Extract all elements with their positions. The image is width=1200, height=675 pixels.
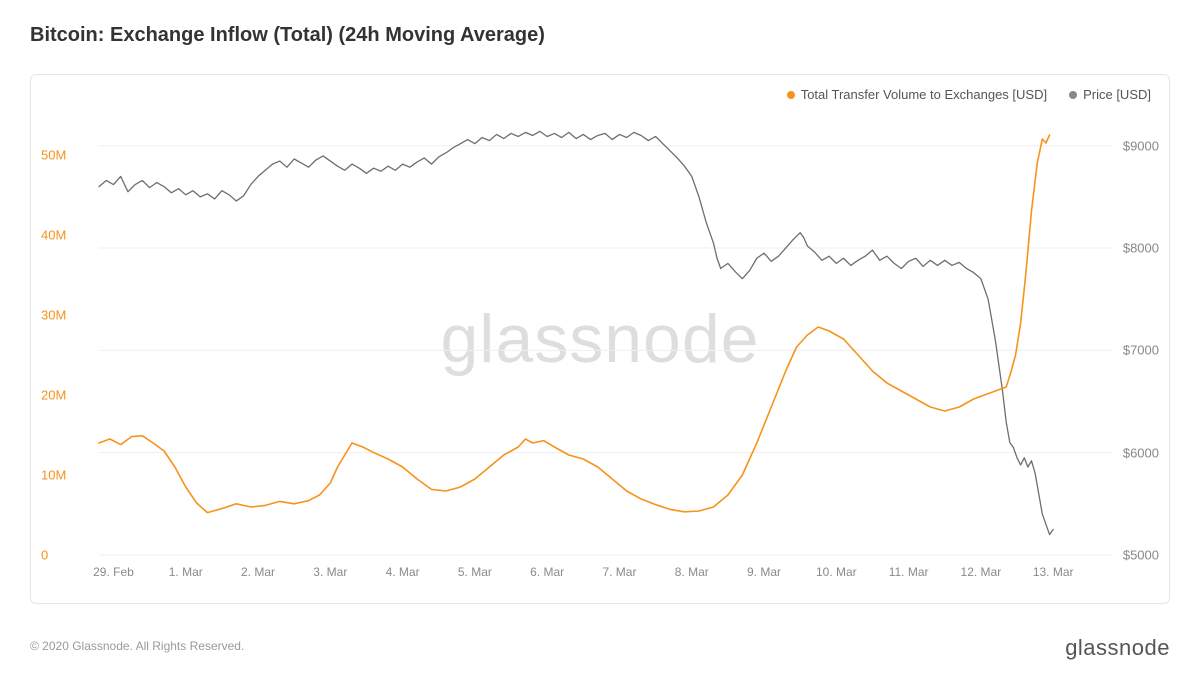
legend-item-inflow: Total Transfer Volume to Exchanges [USD] — [787, 87, 1047, 102]
x-tick: 1. Mar — [169, 565, 203, 579]
y-axis-right: $5000$6000$7000$8000$9000 — [1107, 115, 1159, 555]
y-right-tick: $5000 — [1107, 548, 1159, 563]
y-axis-left: 010M20M30M40M50M — [41, 115, 91, 555]
chart-svg — [99, 115, 1111, 555]
legend: Total Transfer Volume to Exchanges [USD]… — [787, 87, 1151, 102]
x-tick: 11. Mar — [889, 565, 929, 579]
x-tick: 2. Mar — [241, 565, 275, 579]
y-right-tick: $8000 — [1107, 241, 1159, 256]
x-tick: 13. Mar — [1033, 565, 1074, 579]
y-right-tick: $7000 — [1107, 343, 1159, 358]
x-tick: 29. Feb — [93, 565, 134, 579]
legend-marker-icon — [1069, 91, 1077, 99]
y-left-tick: 50M — [41, 148, 91, 163]
x-tick: 8. Mar — [675, 565, 709, 579]
x-tick: 9. Mar — [747, 565, 781, 579]
x-axis: 29. Feb1. Mar2. Mar3. Mar4. Mar5. Mar6. … — [99, 565, 1111, 585]
x-tick: 3. Mar — [313, 565, 347, 579]
chart-title: Bitcoin: Exchange Inflow (Total) (24h Mo… — [30, 24, 545, 47]
copyright: © 2020 Glassnode. All Rights Reserved. — [30, 639, 244, 653]
legend-label: Price [USD] — [1083, 87, 1151, 102]
y-left-tick: 30M — [41, 308, 91, 323]
y-left-tick: 10M — [41, 468, 91, 483]
y-left-tick: 40M — [41, 228, 91, 243]
x-tick: 12. Mar — [961, 565, 1002, 579]
y-right-tick: $6000 — [1107, 445, 1159, 460]
x-tick: 6. Mar — [530, 565, 564, 579]
legend-marker-icon — [787, 91, 795, 99]
y-right-tick: $9000 — [1107, 138, 1159, 153]
x-tick: 10. Mar — [816, 565, 857, 579]
x-tick: 7. Mar — [602, 565, 636, 579]
chart-container: Total Transfer Volume to Exchanges [USD]… — [30, 74, 1170, 604]
y-left-tick: 0 — [41, 548, 91, 563]
x-tick: 5. Mar — [458, 565, 492, 579]
legend-label: Total Transfer Volume to Exchanges [USD] — [801, 87, 1047, 102]
x-tick: 4. Mar — [386, 565, 420, 579]
legend-item-price: Price [USD] — [1069, 87, 1151, 102]
y-left-tick: 20M — [41, 388, 91, 403]
brand-logo: glassnode — [1065, 635, 1170, 661]
plot-area — [99, 115, 1111, 555]
